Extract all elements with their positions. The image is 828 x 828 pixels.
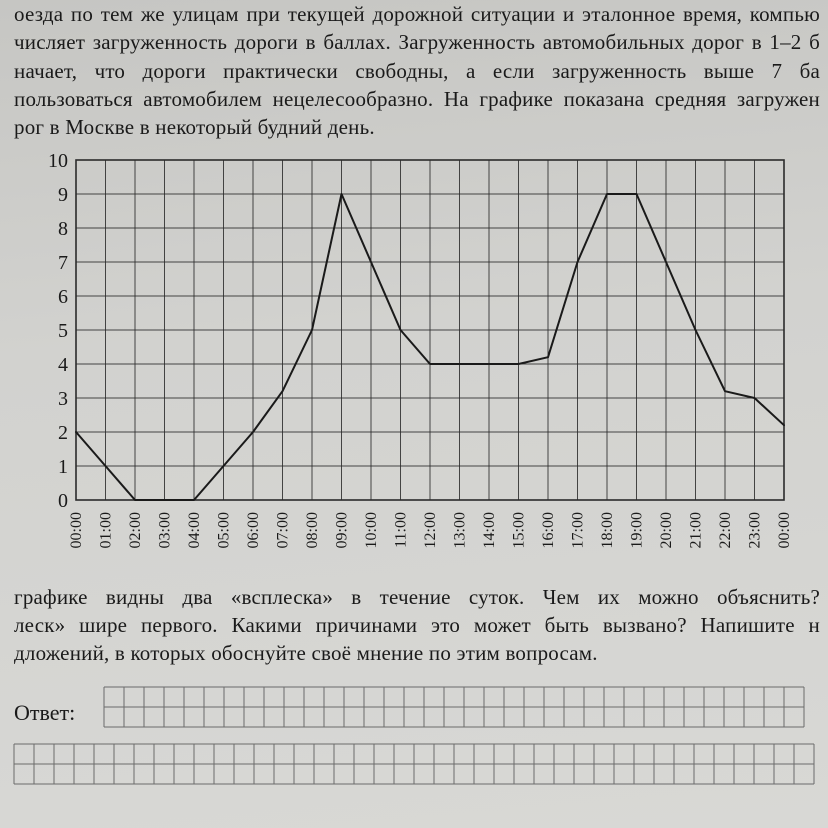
svg-text:14:00: 14:00: [481, 512, 498, 548]
svg-text:17:00: 17:00: [570, 512, 587, 548]
intro-line-1: оезда по тем же улицам при текущей дорож…: [0, 0, 828, 28]
svg-text:09:00: 09:00: [334, 512, 351, 548]
intro-line-5: рог в Москве в некоторый будний день.: [0, 113, 828, 141]
answer-label: Ответ:: [0, 686, 102, 726]
traffic-chart-svg: 0 1 2 3 4 5 6 7 8 9 10 00:00 01:00 02:00 03:00 04:00 05:…: [36, 152, 796, 572]
svg-text:07:00: 07:00: [275, 512, 292, 548]
svg-text:22:00: 22:00: [717, 512, 734, 548]
intro-line-4: пользоваться автомобилем нецелесообразно…: [0, 85, 828, 113]
svg-text:20:00: 20:00: [658, 512, 675, 548]
svg-text:8: 8: [58, 218, 68, 240]
svg-text:15:00: 15:00: [511, 512, 528, 548]
question-line-3: дложений, в которых обоснуйте своё мнени…: [0, 639, 828, 667]
svg-text:2: 2: [58, 422, 68, 444]
answer-block: Ответ:: [0, 686, 828, 790]
svg-text:9: 9: [58, 184, 68, 206]
answer-grid-bottom: [0, 743, 828, 790]
svg-text:16:00: 16:00: [540, 512, 557, 548]
svg-text:08:00: 08:00: [304, 512, 321, 548]
answer-grid-top: [102, 686, 828, 733]
svg-text:10:00: 10:00: [363, 512, 380, 548]
svg-text:01:00: 01:00: [98, 512, 115, 548]
svg-text:4: 4: [58, 354, 68, 376]
svg-text:1: 1: [58, 456, 68, 478]
svg-text:21:00: 21:00: [688, 512, 705, 548]
svg-text:00:00: 00:00: [776, 512, 793, 548]
svg-text:10: 10: [48, 152, 68, 172]
svg-text:13:00: 13:00: [452, 512, 469, 548]
intro-line-3: начает, что дороги практически свободны,…: [0, 57, 828, 85]
intro-line-2: числяет загруженность дороги в баллах. З…: [0, 28, 828, 56]
svg-text:6: 6: [58, 286, 68, 308]
svg-text:11:00: 11:00: [393, 512, 410, 548]
svg-text:0: 0: [58, 490, 68, 512]
svg-text:04:00: 04:00: [186, 512, 203, 548]
svg-text:06:00: 06:00: [245, 512, 262, 548]
svg-text:18:00: 18:00: [599, 512, 616, 548]
svg-text:02:00: 02:00: [127, 512, 144, 548]
svg-text:7: 7: [58, 252, 68, 274]
svg-text:12:00: 12:00: [422, 512, 439, 548]
svg-text:03:00: 03:00: [157, 512, 174, 548]
question-line-1: графике видны два «всплеска» в течение с…: [0, 583, 828, 611]
svg-text:05:00: 05:00: [216, 512, 233, 548]
svg-text:3: 3: [58, 388, 68, 410]
svg-text:23:00: 23:00: [747, 512, 764, 548]
question-line-2: леск» шире первого. Какими причинами это…: [0, 611, 828, 639]
svg-text:19:00: 19:00: [629, 512, 646, 548]
svg-text:5: 5: [58, 320, 68, 342]
svg-text:00:00: 00:00: [68, 512, 85, 548]
traffic-chart: 0 1 2 3 4 5 6 7 8 9 10 00:00 01:00 02:00 03:00 04:00 05:…: [36, 152, 796, 577]
